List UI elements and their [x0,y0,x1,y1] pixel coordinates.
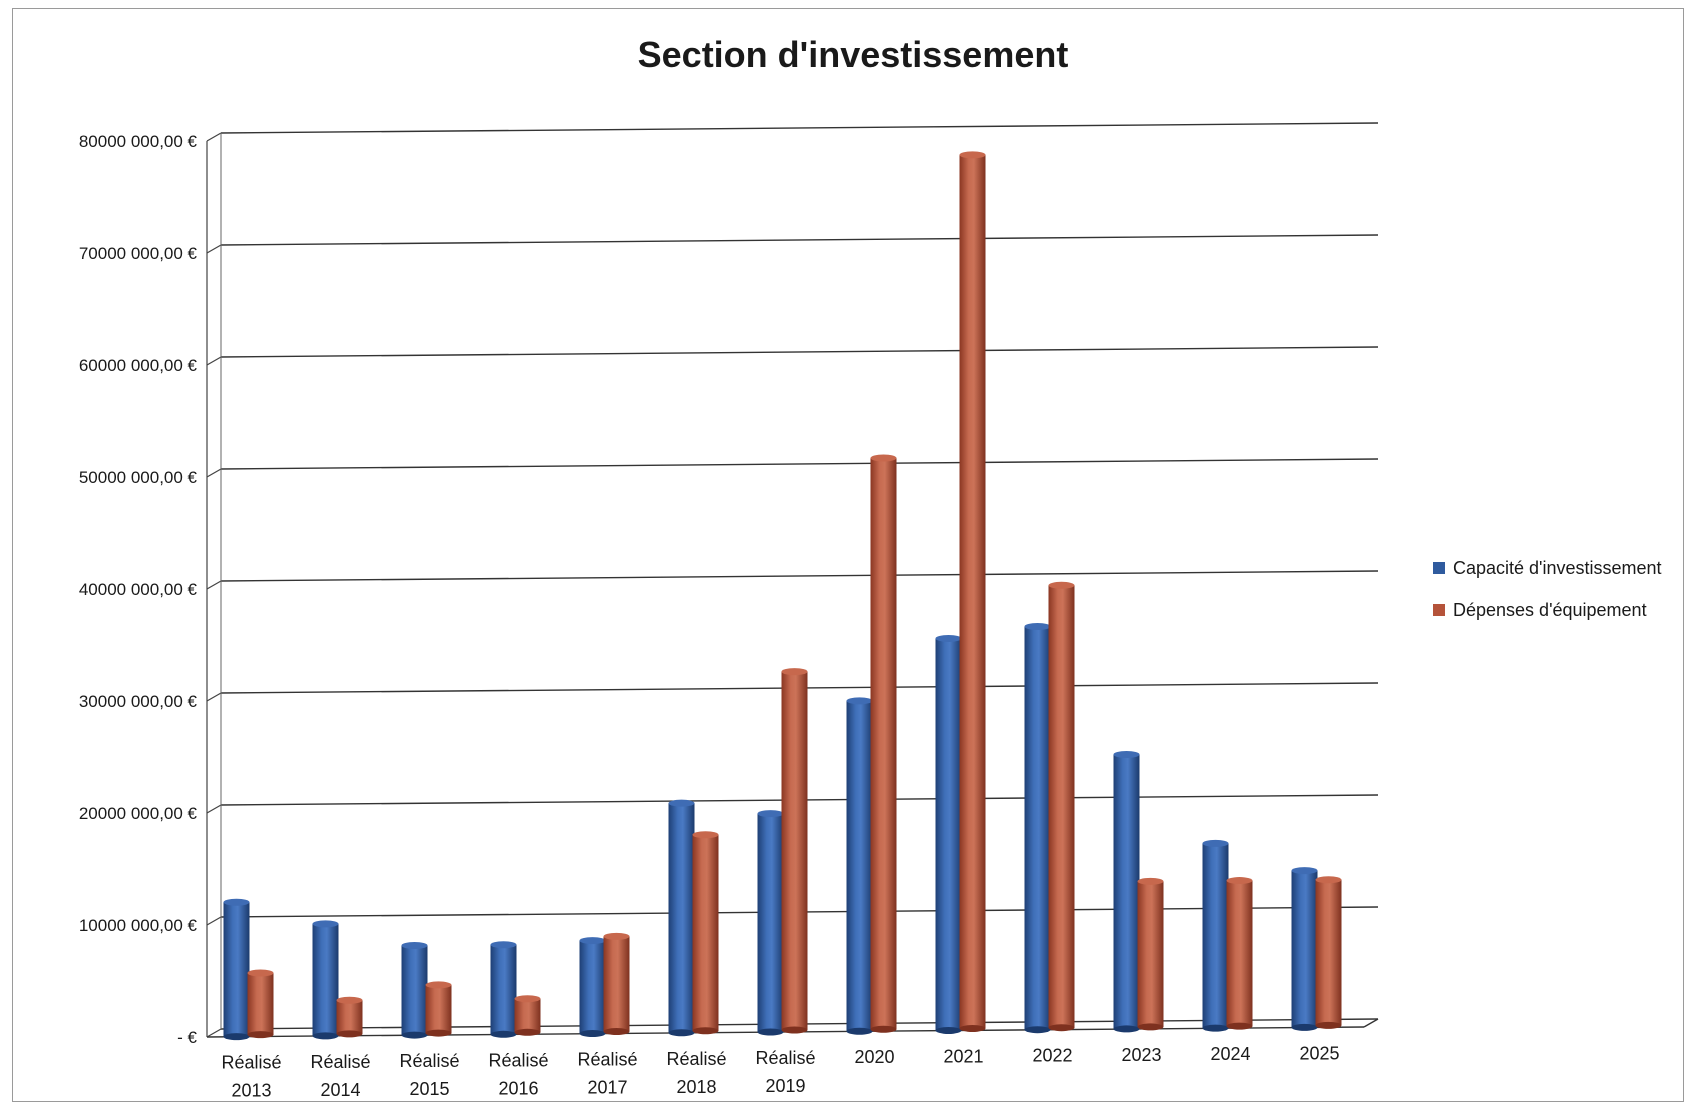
bar [401,941,428,1039]
bar [425,981,452,1037]
y-tick-label: 30000 000,00 € [79,692,198,711]
legend: Capacité d'investissement Dépenses d'équi… [1433,558,1662,620]
bar-chart: Section d'investissement - € 10000 000,00… [79,34,1662,1101]
bar [1113,751,1140,1033]
gridline-side [206,1028,222,1038]
x-tick-label: 2024 [1210,1044,1250,1064]
bar [668,799,695,1037]
y-tick-label: 10000 000,00 € [79,916,198,935]
bar [935,634,962,1034]
bar [579,937,606,1038]
x-tick-label: Réalisé [399,1051,459,1071]
bar [1226,877,1253,1030]
bar [1202,839,1229,1032]
gridline-side [206,132,222,142]
x-tick-label: 2025 [1299,1043,1339,1063]
legend-swatch [1433,604,1445,616]
y-axis-ticks: - € 10000 000,00 € 20000 000,00 € 30000 000… [79,132,198,1047]
x-tick-label: 2020 [854,1047,894,1067]
gridline-side [206,468,222,478]
x-tick-label: Réalisé [755,1048,815,1068]
bar [757,810,784,1036]
bar [781,668,808,1034]
x-axis-ticks: Réalisé 2013 Réalisé 2014 Réalisé 2015 Réalisé… [221,1043,1339,1100]
chart-title: Section d'investissement [638,34,1069,75]
x-tick-label: Réalisé [221,1053,281,1073]
bar [1024,622,1051,1034]
x-tick-label: 2021 [943,1046,983,1066]
x-tick-label: 2014 [320,1080,360,1100]
chart-frame: Section d'investissement - € 10000 000,00… [12,8,1684,1102]
gridline-side [206,916,222,926]
gridline-side [206,244,222,254]
y-tick-label: 60000 000,00 € [79,356,198,375]
y-tick-label: 20000 000,00 € [79,804,198,823]
bar [336,996,363,1038]
bar [312,920,339,1040]
x-tick-label: 2017 [587,1078,627,1098]
x-tick-label: Réalisé [577,1050,637,1070]
x-tick-label: 2022 [1032,1046,1072,1066]
bar [959,151,986,1032]
bar [1315,876,1342,1029]
bar [223,898,250,1041]
x-tick-label: 2018 [676,1077,716,1097]
x-tick-label: Réalisé [310,1052,370,1072]
gridline-side [206,580,222,590]
x-tick-label: Réalisé [488,1050,548,1070]
bar [870,454,897,1033]
gridline [220,234,1379,246]
y-tick-label: 80000 000,00 € [79,132,198,151]
bar [247,969,274,1039]
floor-edge-side [1363,1018,1379,1028]
gridline-side [206,804,222,814]
x-tick-label: 2015 [409,1079,449,1099]
legend-label: Dépenses d'équipement [1453,600,1647,620]
bar [1291,867,1318,1031]
bar [846,697,873,1035]
x-tick-label: 2019 [765,1076,805,1096]
gridline [220,570,1379,582]
bar [514,995,541,1036]
x-tick-label: 2016 [498,1078,538,1098]
bars [223,151,1342,1041]
bar [490,941,517,1038]
bar [1137,877,1164,1031]
legend-label: Capacité d'investissement [1453,558,1662,578]
gridline [220,346,1379,358]
y-tick-label: - € [177,1028,197,1047]
y-tick-label: 50000 000,00 € [79,468,198,487]
bar [1048,581,1075,1032]
y-tick-label: 70000 000,00 € [79,244,198,263]
legend-swatch [1433,562,1445,574]
bar [603,932,630,1036]
x-tick-label: 2023 [1121,1045,1161,1065]
x-tick-label: Réalisé [666,1049,726,1069]
gridline-side [206,356,222,366]
bar [692,831,719,1035]
gridline [220,458,1379,470]
gridline-side [206,692,222,702]
gridline [220,122,1379,134]
y-tick-label: 40000 000,00 € [79,580,198,599]
x-tick-label: 2013 [231,1081,271,1101]
